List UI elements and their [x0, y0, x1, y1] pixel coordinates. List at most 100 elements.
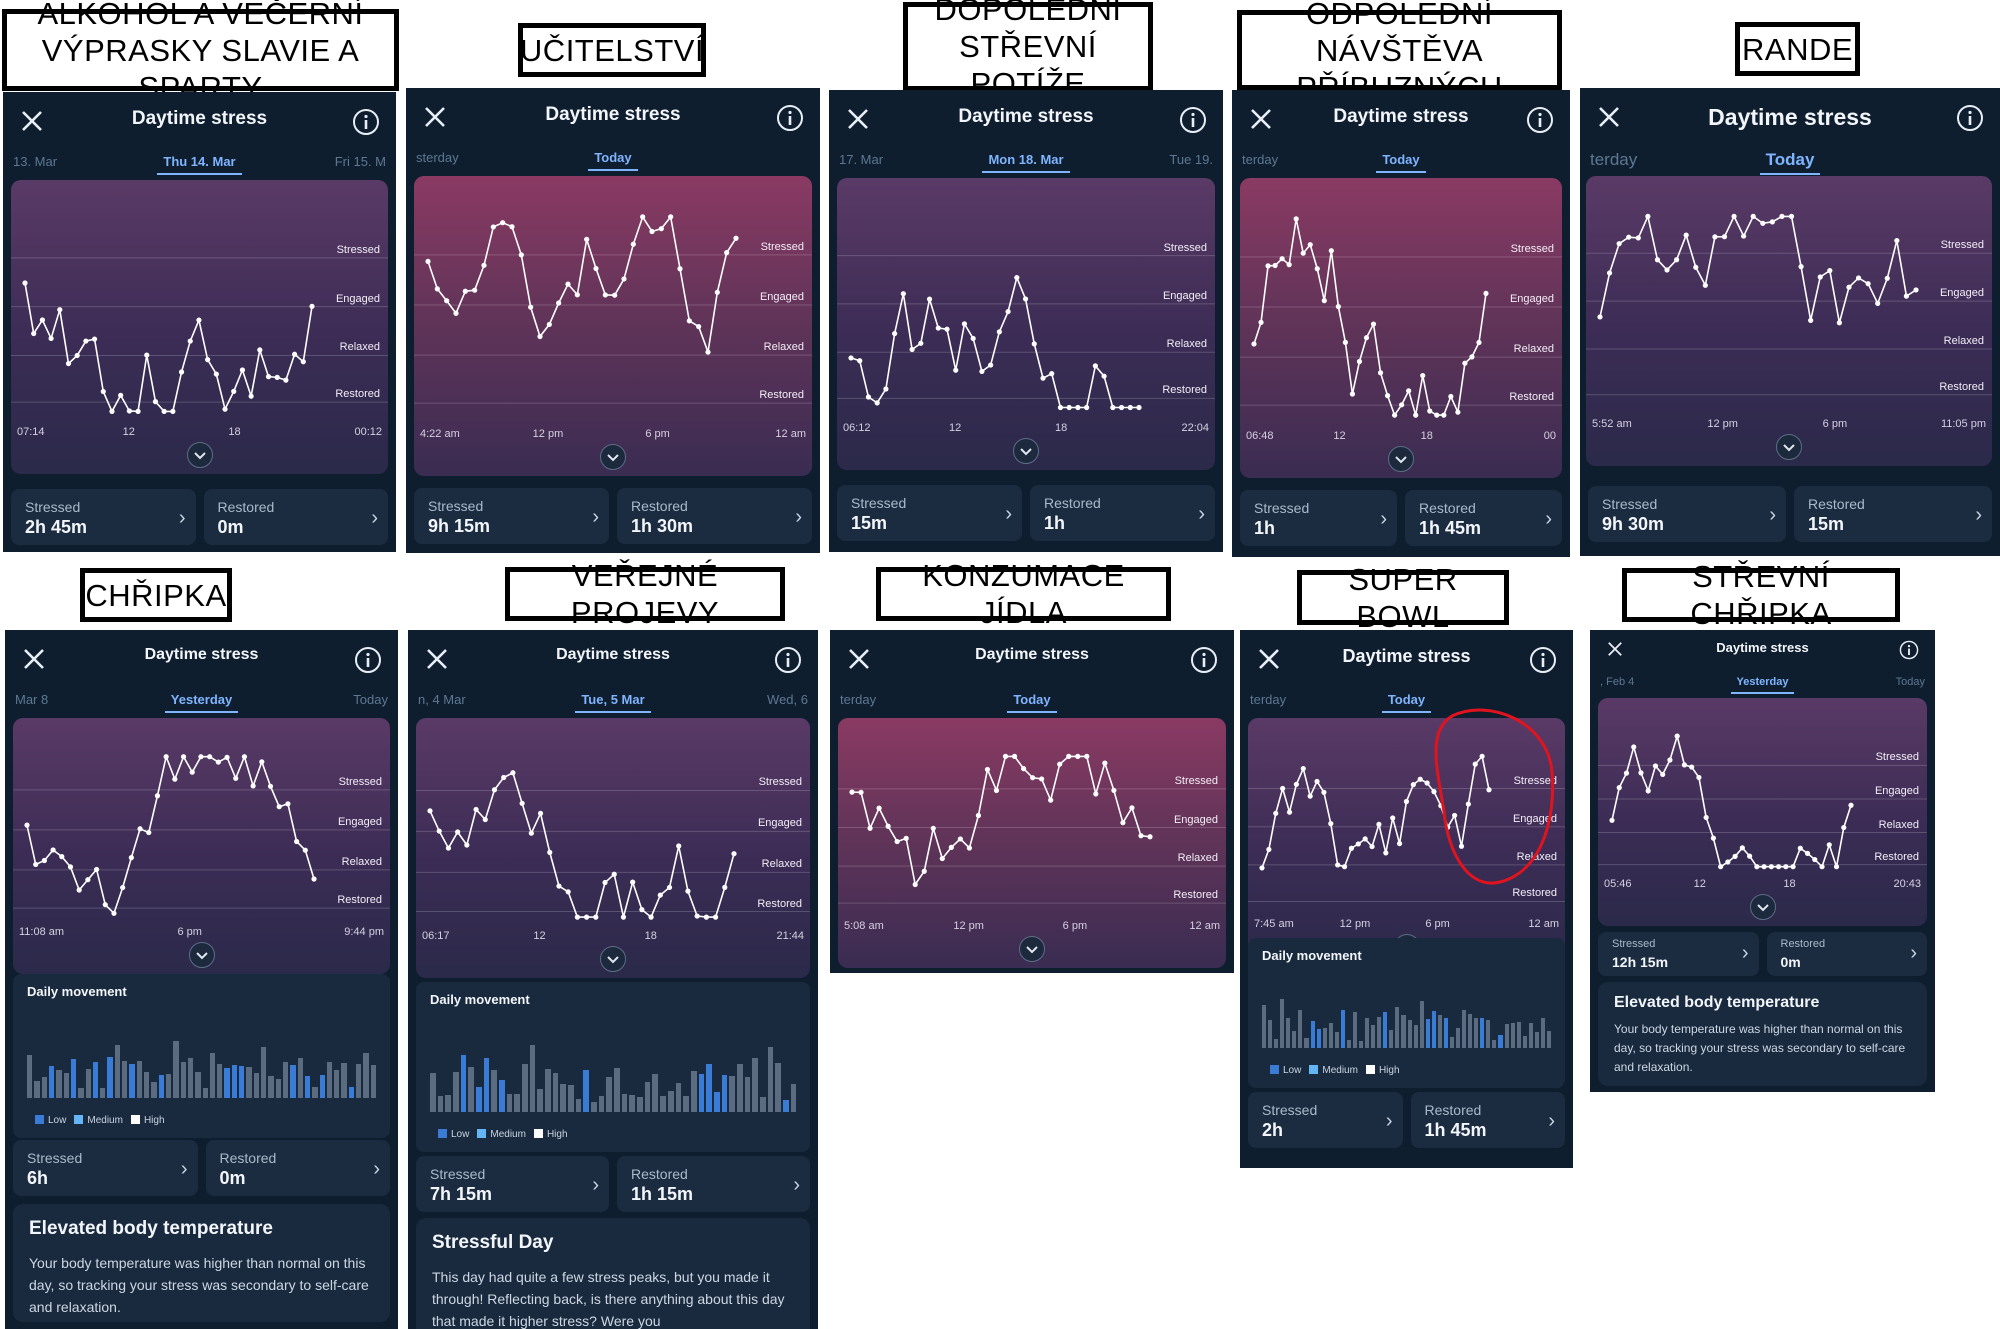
stressed-summary[interactable]: Stressed 7h 15m › [416, 1156, 609, 1212]
close-icon[interactable] [422, 104, 448, 130]
movement-bar [575, 1099, 582, 1112]
expand-chevron-icon[interactable] [186, 442, 213, 468]
close-icon[interactable] [19, 108, 45, 134]
stress-point [953, 367, 959, 373]
date-prev[interactable]: terday [1242, 152, 1279, 167]
restored-summary[interactable]: Restored 1h 15m › [617, 1156, 810, 1212]
stress-point [1434, 412, 1440, 418]
info-icon[interactable] [1190, 646, 1218, 674]
date-next[interactable]: Wed, 6 [767, 692, 808, 707]
close-icon[interactable] [21, 646, 47, 672]
stressed-summary[interactable]: Stressed 2h › [1248, 1092, 1403, 1148]
stress-point [694, 913, 700, 919]
expand-chevron-icon[interactable] [600, 444, 626, 470]
date-prev[interactable]: 17. Mar [839, 152, 884, 167]
date-prev[interactable]: n, 4 Mar [418, 692, 466, 707]
date-current[interactable]: Today [588, 150, 638, 171]
info-icon[interactable] [1529, 646, 1557, 674]
stress-point [912, 881, 918, 888]
stress-point [163, 754, 169, 760]
stressed-summary[interactable]: Stressed 9h 30m › [1588, 486, 1786, 542]
date-prev[interactable]: sterday [416, 150, 459, 165]
date-next[interactable]: Fri 15. M [334, 154, 386, 169]
date-next[interactable]: Tue 19. [1169, 152, 1213, 167]
expand-chevron-icon[interactable] [1013, 438, 1039, 464]
info-icon[interactable] [1526, 106, 1554, 134]
restored-summary[interactable]: Restored 1h 45m › [1405, 490, 1562, 546]
stress-point [482, 816, 488, 823]
date-current[interactable]: Yesterday [164, 692, 239, 713]
stressed-summary[interactable]: Stressed 2h 45m › [11, 489, 196, 545]
legend-medium: Medium [66, 1115, 123, 1126]
stress-point [198, 754, 204, 760]
date-current[interactable]: Today [1376, 152, 1426, 173]
stress-point [1431, 789, 1437, 795]
expand-chevron-icon[interactable] [1388, 446, 1414, 472]
info-icon[interactable] [354, 646, 382, 674]
close-icon[interactable] [424, 646, 450, 672]
date-current[interactable]: Mon 18. Mar [982, 152, 1070, 173]
date-next[interactable]: Today [353, 692, 388, 707]
stressed-summary[interactable]: Stressed 12h 15m › [1598, 932, 1759, 976]
date-next[interactable]: Today [1895, 676, 1925, 688]
movement-bar [1540, 1018, 1545, 1048]
info-icon[interactable] [774, 646, 802, 674]
close-icon[interactable] [1248, 106, 1274, 132]
info-icon[interactable] [776, 104, 804, 132]
restored-summary[interactable]: Restored 0m › [1766, 932, 1927, 976]
info-icon[interactable] [1956, 104, 1984, 132]
expand-chevron-icon[interactable] [1019, 936, 1045, 962]
date-current[interactable]: Thu 14. Mar [157, 154, 242, 175]
expand-chevron-icon[interactable] [600, 946, 626, 972]
date-prev[interactable]: terday [1590, 150, 1638, 169]
date-prev[interactable]: terday [840, 692, 877, 707]
stress-point [1654, 257, 1661, 263]
x-axis-label: 12 pm [1339, 918, 1371, 930]
info-icon[interactable] [352, 108, 380, 136]
date-current[interactable]: Today [1381, 692, 1432, 713]
restored-summary[interactable]: Restored 0m › [203, 489, 388, 545]
close-icon[interactable] [845, 106, 871, 132]
date-prev[interactable]: 13. Mar [13, 154, 58, 169]
chevron-right-icon: › [1545, 508, 1552, 530]
date-current[interactable]: Tue, 5 Mar [575, 692, 651, 713]
red-annotation-circle [1434, 708, 1555, 885]
stressed-summary[interactable]: Stressed 9h 15m › [414, 488, 609, 544]
expand-chevron-icon[interactable] [1749, 894, 1776, 920]
date-prev[interactable]: , Feb 4 [1600, 676, 1635, 688]
date-prev[interactable]: Mar 8 [15, 692, 49, 707]
close-icon[interactable] [1606, 640, 1624, 658]
movement-bar [1286, 1017, 1291, 1048]
expand-chevron-icon[interactable] [1776, 434, 1802, 460]
date-prev[interactable]: terday [1250, 692, 1287, 707]
stressed-summary[interactable]: Stressed 15m › [837, 485, 1022, 541]
date-current[interactable]: Today [1759, 150, 1821, 175]
stressed-summary[interactable]: Stressed 1h › [1240, 490, 1397, 546]
restored-summary[interactable]: Restored 1h › [1030, 485, 1215, 541]
info-icon[interactable] [1179, 106, 1207, 134]
x-axis-label: 12 [1333, 430, 1346, 442]
stress-point [848, 355, 854, 361]
close-icon[interactable] [1596, 104, 1622, 130]
stress-point [1057, 404, 1064, 411]
date-current[interactable]: Today [1007, 692, 1057, 713]
close-icon[interactable] [1256, 646, 1282, 672]
caption-super-bowl: SUPER BOWL [1297, 562, 1509, 634]
info-icon[interactable] [1899, 640, 1919, 660]
restored-summary[interactable]: Restored 15m › [1794, 486, 1992, 542]
stress-point [1693, 264, 1699, 270]
restored-summary[interactable]: Restored 0m › [205, 1140, 390, 1196]
close-icon[interactable] [846, 646, 872, 672]
date-current[interactable]: Yesterday [1730, 676, 1795, 694]
stress-point [1280, 785, 1286, 792]
restored-summary[interactable]: Restored 1h 30m › [617, 488, 812, 544]
movement-bar [312, 1087, 318, 1098]
zone-label-engaged: Engaged [1509, 293, 1554, 306]
stress-point [1848, 802, 1854, 808]
stressed-summary[interactable]: Stressed 6h › [13, 1140, 198, 1196]
caption-morning-gut: DOPOLEDNÍ STŘEVNÍ POTÍŽE [903, 0, 1153, 101]
restored-summary[interactable]: Restored 1h 45m › [1410, 1092, 1565, 1148]
stress-point [434, 286, 440, 292]
expand-chevron-icon[interactable] [188, 942, 215, 968]
stress-point [455, 829, 461, 835]
